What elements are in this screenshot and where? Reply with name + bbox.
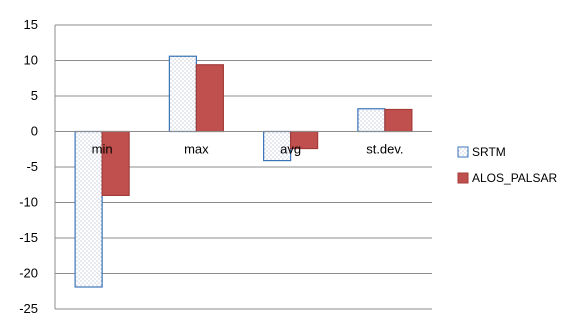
bars <box>74 55 413 288</box>
legend-label: SRTM <box>472 145 506 159</box>
y-tick-label: 0 <box>31 124 38 139</box>
y-tick-label: -5 <box>26 159 38 174</box>
x-category-label: min <box>92 142 113 157</box>
x-category-label: avg <box>280 142 301 157</box>
x-category-label: max <box>184 142 209 157</box>
bar-srtm-stdev <box>357 108 386 133</box>
y-tick-label: -20 <box>19 266 38 281</box>
y-tick-label: -10 <box>19 195 38 210</box>
bar-srtm-min <box>74 130 103 288</box>
legend-swatch <box>457 146 469 158</box>
x-category-label: st.dev. <box>366 142 403 157</box>
bar-alos-palsar-stdev <box>384 108 413 133</box>
y-tick-label: 5 <box>31 88 38 103</box>
y-tick-label: -25 <box>19 301 38 316</box>
legend-swatch <box>457 172 469 184</box>
y-tick-label: 15 <box>24 17 38 32</box>
legend: SRTM ALOS_PALSAR <box>457 145 557 185</box>
y-tick-label: 10 <box>24 53 38 68</box>
bar-alos-palsar-max <box>195 64 224 133</box>
legend-label: ALOS_PALSAR <box>472 171 557 185</box>
bar-srtm-max <box>168 55 197 133</box>
axes: -25 -20 -15 -10 -5 0 5 10 15 min max avg st.dev. <box>19 17 432 316</box>
bar-alos-palsar-min <box>101 130 130 197</box>
y-tick-label: -15 <box>19 230 38 245</box>
